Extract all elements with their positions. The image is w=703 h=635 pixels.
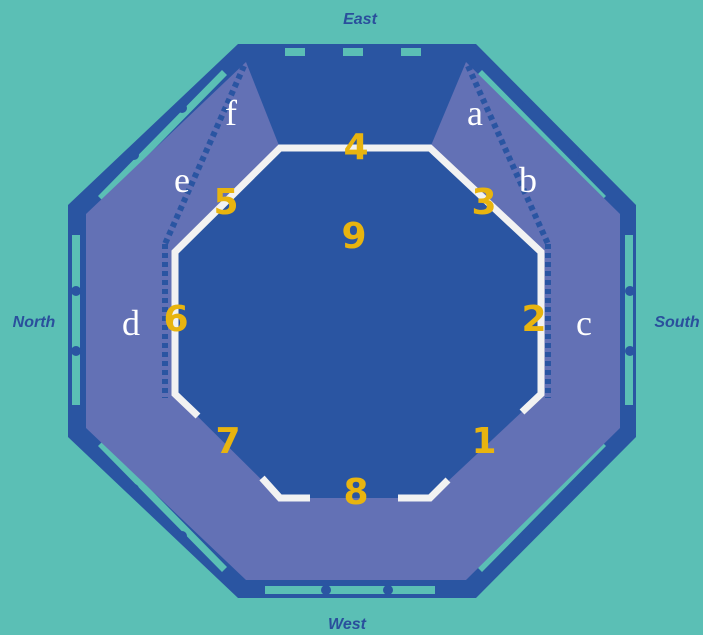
rail-bl bbox=[98, 441, 227, 572]
dot bbox=[569, 486, 579, 496]
zone-number-9: 9 bbox=[341, 216, 367, 257]
rail-left bbox=[72, 235, 80, 405]
direction-label-east: East bbox=[343, 11, 377, 28]
zone-number-3: 3 bbox=[471, 182, 497, 223]
dot bbox=[129, 150, 139, 160]
dot bbox=[177, 531, 187, 541]
zone-number-5: 5 bbox=[213, 182, 239, 223]
zone-letter-e: e bbox=[174, 160, 190, 200]
frame-rails bbox=[72, 48, 633, 594]
rail-right bbox=[625, 235, 633, 405]
dot bbox=[71, 346, 81, 356]
dot bbox=[321, 585, 331, 595]
zone-number-7: 7 bbox=[215, 421, 241, 462]
zone-letter-d: d bbox=[122, 303, 140, 343]
boundary-bottom-right bbox=[398, 477, 451, 502]
dot bbox=[625, 346, 635, 356]
dotted-line bbox=[465, 64, 551, 246]
zone-letter-f: f bbox=[225, 93, 237, 133]
rail-top-2 bbox=[343, 48, 363, 56]
direction-label-west: West bbox=[328, 616, 366, 633]
dot bbox=[625, 286, 635, 296]
dot bbox=[569, 148, 579, 158]
dot bbox=[129, 484, 139, 494]
inner-area bbox=[175, 148, 541, 498]
zone-letter-a: a bbox=[467, 93, 483, 133]
direction-label-north: North bbox=[12, 314, 56, 331]
zone-number-8: 8 bbox=[343, 472, 369, 513]
zone-number-4: 4 bbox=[343, 127, 369, 168]
zone-letter-c: c bbox=[576, 303, 592, 343]
rail-tl bbox=[98, 70, 227, 201]
boundary-upper bbox=[171, 144, 545, 419]
dot bbox=[522, 101, 532, 111]
zone-number-6: 6 bbox=[163, 299, 189, 340]
rail-bottom bbox=[265, 586, 435, 594]
dotted-boundaries bbox=[162, 64, 551, 398]
zone-number-2: 2 bbox=[521, 299, 547, 340]
dotted-line bbox=[162, 64, 247, 246]
dot bbox=[383, 585, 393, 595]
zone-number-1: 1 bbox=[471, 421, 497, 462]
top-channel bbox=[246, 62, 466, 148]
rail-top-3 bbox=[401, 48, 421, 56]
direction-label-south: South bbox=[654, 314, 700, 331]
boundary-bottom-left bbox=[259, 475, 310, 502]
frame-dots bbox=[71, 101, 635, 595]
rail-top-1 bbox=[285, 48, 305, 56]
dot bbox=[71, 286, 81, 296]
dot bbox=[522, 533, 532, 543]
dot bbox=[177, 103, 187, 113]
rail-tr bbox=[477, 70, 606, 201]
rail-br bbox=[477, 441, 606, 572]
inner-boundary bbox=[171, 144, 545, 502]
zone-letter-b: b bbox=[519, 160, 537, 200]
